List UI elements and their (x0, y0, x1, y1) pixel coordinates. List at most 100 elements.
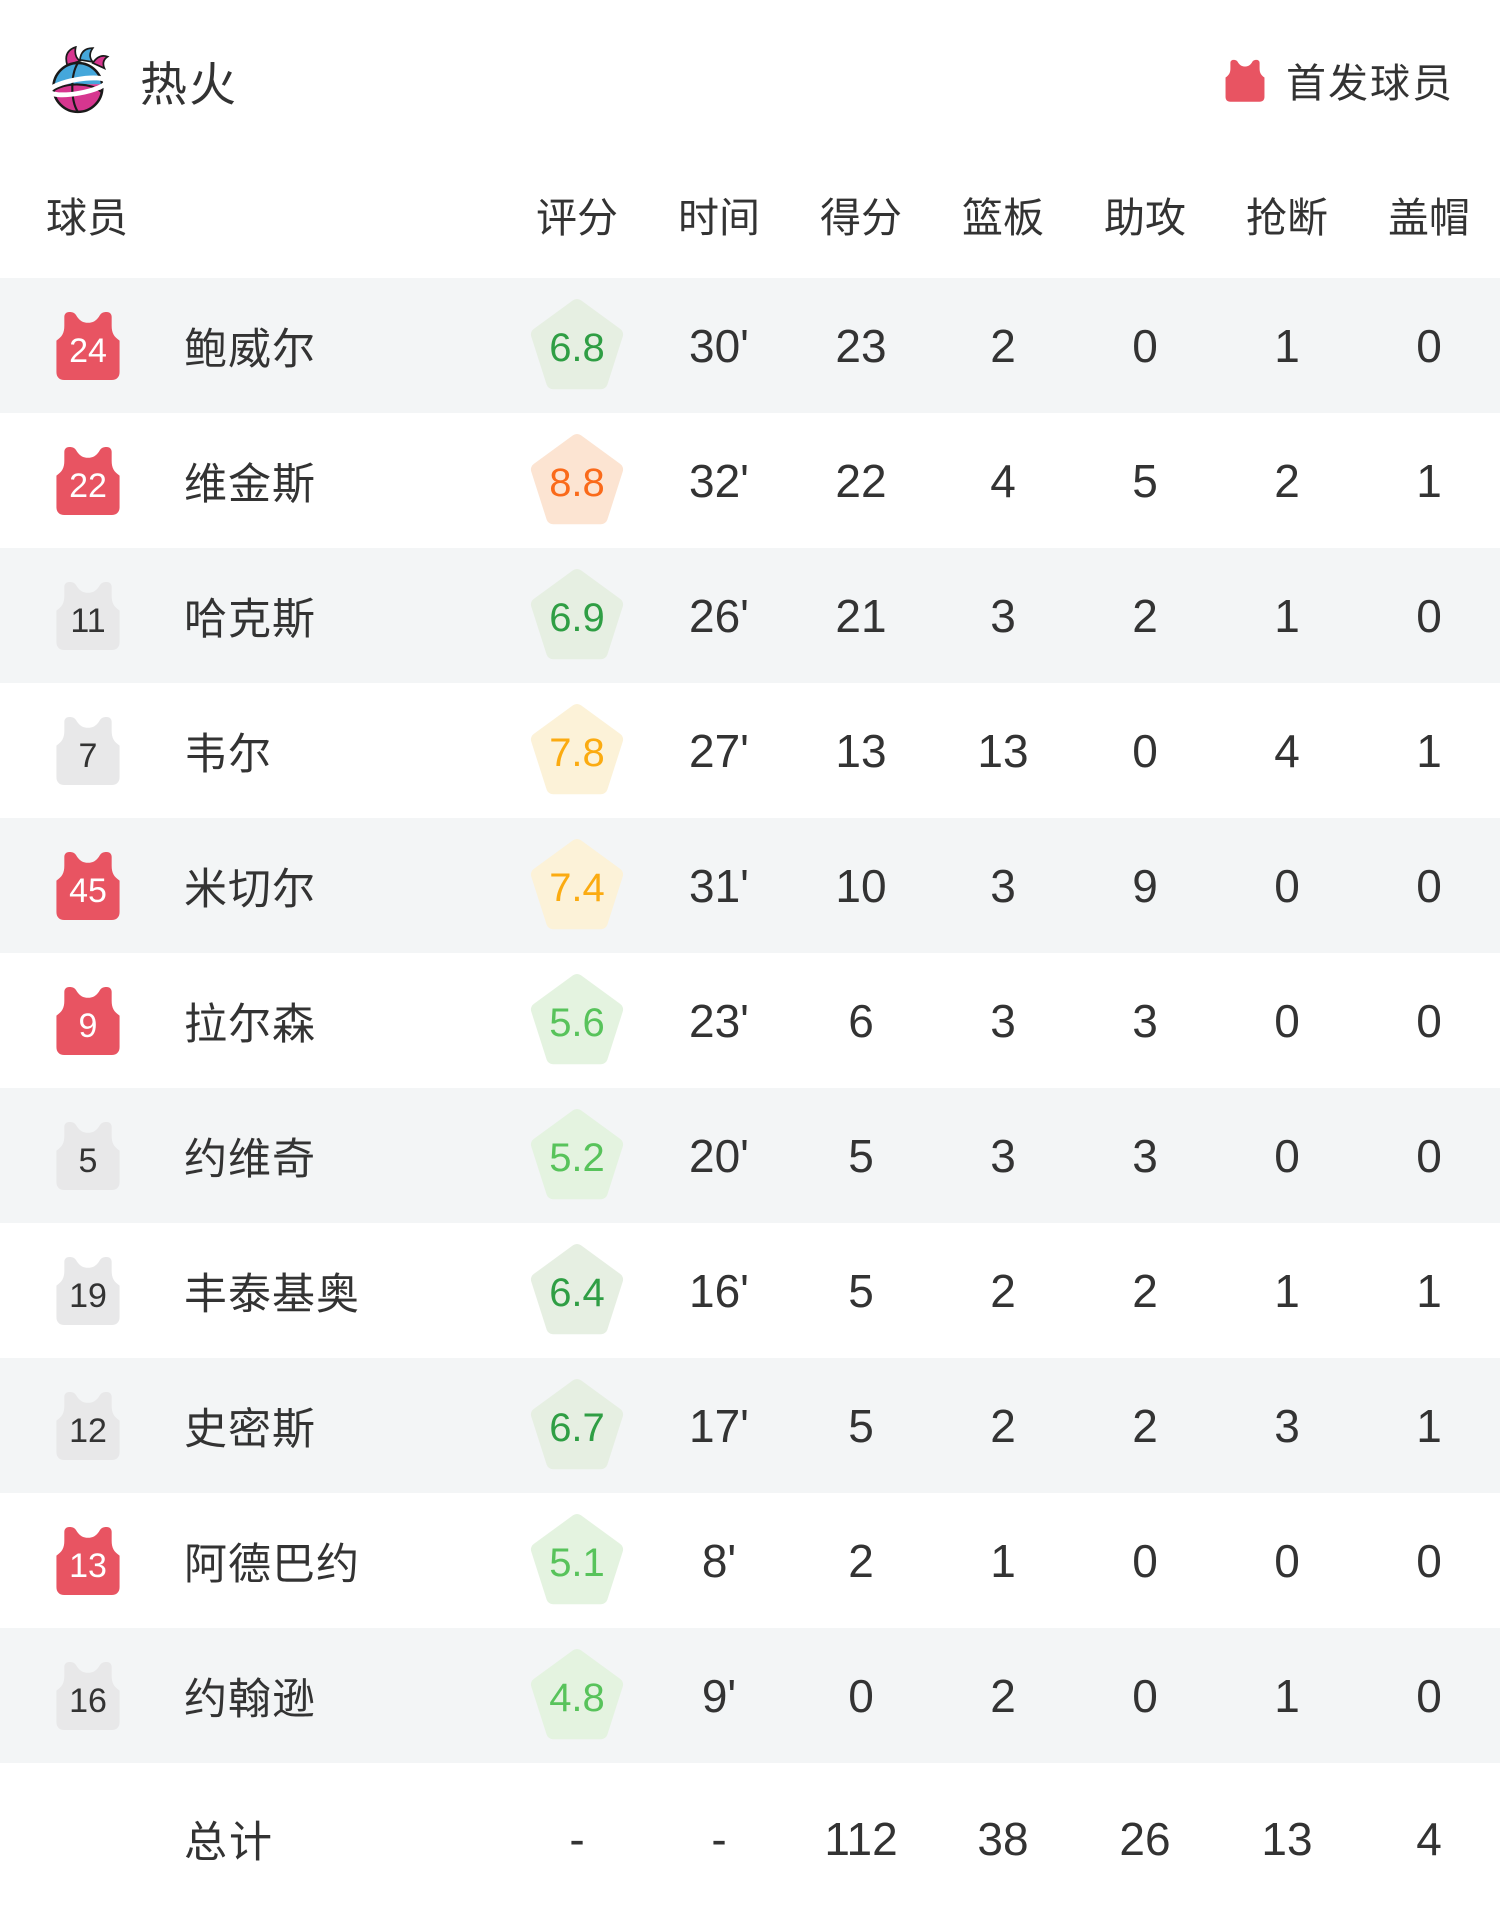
table-row[interactable]: 24 鲍威尔 6.8 30' 23 2 0 1 0 (0, 278, 1500, 413)
table-row[interactable]: 45 米切尔 7.4 31' 10 3 9 0 0 (0, 818, 1500, 953)
points-value: 21 (835, 589, 887, 642)
time-value: 20' (689, 1129, 749, 1182)
blocks-value: 1 (1416, 1399, 1442, 1452)
steals-value: 3 (1274, 1399, 1300, 1452)
col-header-assists: 助攻 (1104, 195, 1186, 241)
rebounds-value: 4 (990, 454, 1016, 507)
points-value: 5 (848, 1264, 874, 1317)
total-time: - (711, 1813, 727, 1865)
rating-value: 7.4 (549, 866, 605, 910)
steals-value: 0 (1274, 1129, 1300, 1182)
assists-value: 3 (1132, 994, 1158, 1047)
rebounds-value: 3 (990, 1129, 1016, 1182)
points-value: 10 (835, 859, 887, 912)
player-name: 约翰逊 (184, 1675, 316, 1724)
rebounds-value: 3 (990, 859, 1016, 912)
rating-badge: 4.8 (529, 1647, 625, 1745)
jersey-icon: 12 (54, 1389, 122, 1462)
jersey-icon: 45 (54, 849, 122, 922)
jersey-number: 7 (78, 737, 98, 775)
time-value: 32' (689, 454, 749, 507)
jersey-icon: 5 (54, 1119, 122, 1192)
table-row[interactable]: 19 丰泰基奥 6.4 16' 5 2 2 1 1 (0, 1223, 1500, 1358)
starter-legend: 首发球员 (1224, 51, 1454, 109)
col-header-steals: 抢断 (1246, 195, 1328, 241)
rating-value: 7.8 (549, 731, 605, 775)
assists-value: 0 (1132, 1669, 1158, 1722)
rating-value: 6.4 (549, 1271, 605, 1315)
jersey-number: 24 (69, 332, 107, 370)
jersey-number: 11 (70, 602, 106, 640)
assists-value: 2 (1132, 1399, 1158, 1452)
steals-value: 0 (1274, 859, 1300, 912)
team-header: 热火 首发球员 (0, 0, 1500, 150)
points-value: 5 (848, 1129, 874, 1182)
player-name: 哈克斯 (184, 595, 316, 644)
table-row[interactable]: 9 拉尔森 5.6 23' 6 3 3 0 0 (0, 953, 1500, 1088)
points-value: 23 (835, 319, 887, 372)
total-points: 112 (824, 1813, 898, 1865)
assists-value: 0 (1132, 724, 1158, 777)
blocks-value: 1 (1416, 724, 1442, 777)
starter-jersey-icon (1225, 59, 1265, 102)
total-assists: 26 (1119, 1813, 1171, 1865)
table-row[interactable]: 5 约维奇 5.2 20' 5 3 3 0 0 (0, 1088, 1500, 1223)
rating-badge: 5.6 (529, 972, 625, 1070)
total-label: 总计 (184, 1819, 274, 1867)
assists-value: 9 (1132, 859, 1158, 912)
player-name: 韦尔 (184, 730, 272, 779)
assists-value: 3 (1132, 1129, 1158, 1182)
table-row[interactable]: 16 约翰逊 4.8 9' 0 2 0 1 0 (0, 1628, 1500, 1763)
player-name: 鲍威尔 (184, 325, 316, 374)
jersey-icon: 13 (54, 1524, 122, 1597)
blocks-value: 1 (1416, 1264, 1442, 1317)
points-value: 0 (848, 1669, 874, 1722)
time-value: 30' (689, 319, 749, 372)
rating-badge: 5.2 (529, 1107, 625, 1205)
rebounds-value: 3 (990, 589, 1016, 642)
total-row: 总计 - - 112 38 26 13 4 (0, 1763, 1500, 1915)
jersey-icon: 22 (54, 444, 122, 517)
player-name: 维金斯 (184, 460, 316, 509)
steals-value: 1 (1274, 1669, 1300, 1722)
rebounds-value: 13 (977, 724, 1029, 777)
time-value: 17' (689, 1399, 749, 1452)
rating-value: 6.9 (549, 596, 605, 640)
steals-value: 0 (1274, 1534, 1300, 1587)
table-row[interactable]: 11 哈克斯 6.9 26' 21 3 2 1 0 (0, 548, 1500, 683)
rating-badge: 7.4 (529, 837, 625, 935)
blocks-value: 0 (1416, 319, 1442, 372)
rebounds-value: 2 (990, 1669, 1016, 1722)
time-value: 31' (689, 859, 749, 912)
rebounds-value: 1 (990, 1534, 1016, 1587)
rating-value: 5.2 (549, 1136, 605, 1180)
jersey-number: 16 (69, 1682, 107, 1720)
col-header-player: 球员 (46, 195, 128, 241)
col-header-rating: 评分 (536, 195, 618, 241)
table-row[interactable]: 22 维金斯 8.8 32' 22 4 5 2 1 (0, 413, 1500, 548)
player-name: 丰泰基奥 (184, 1270, 360, 1319)
steals-value: 1 (1274, 319, 1300, 372)
points-value: 5 (848, 1399, 874, 1452)
table-row[interactable]: 7 韦尔 7.8 27' 13 13 0 4 1 (0, 683, 1500, 818)
table-row[interactable]: 13 阿德巴约 5.1 8' 2 1 0 0 0 (0, 1493, 1500, 1628)
time-value: 26' (689, 589, 749, 642)
blocks-value: 0 (1416, 1129, 1442, 1182)
points-value: 2 (848, 1534, 874, 1587)
total-steals: 13 (1261, 1813, 1313, 1865)
blocks-value: 0 (1416, 859, 1442, 912)
rating-value: 5.6 (549, 1001, 605, 1045)
time-value: 23' (689, 994, 749, 1047)
assists-value: 2 (1132, 589, 1158, 642)
points-value: 6 (848, 994, 874, 1047)
blocks-value: 0 (1416, 1669, 1442, 1722)
player-name: 阿德巴约 (184, 1540, 360, 1589)
jersey-icon: 11 (54, 579, 122, 652)
steals-value: 0 (1274, 994, 1300, 1047)
total-rating: - (569, 1813, 585, 1865)
rating-badge: 8.8 (529, 432, 625, 530)
table-row[interactable]: 12 史密斯 6.7 17' 5 2 2 3 1 (0, 1358, 1500, 1493)
jersey-number: 45 (69, 872, 107, 910)
jersey-icon: 24 (54, 309, 122, 382)
rating-badge: 6.7 (529, 1377, 625, 1475)
